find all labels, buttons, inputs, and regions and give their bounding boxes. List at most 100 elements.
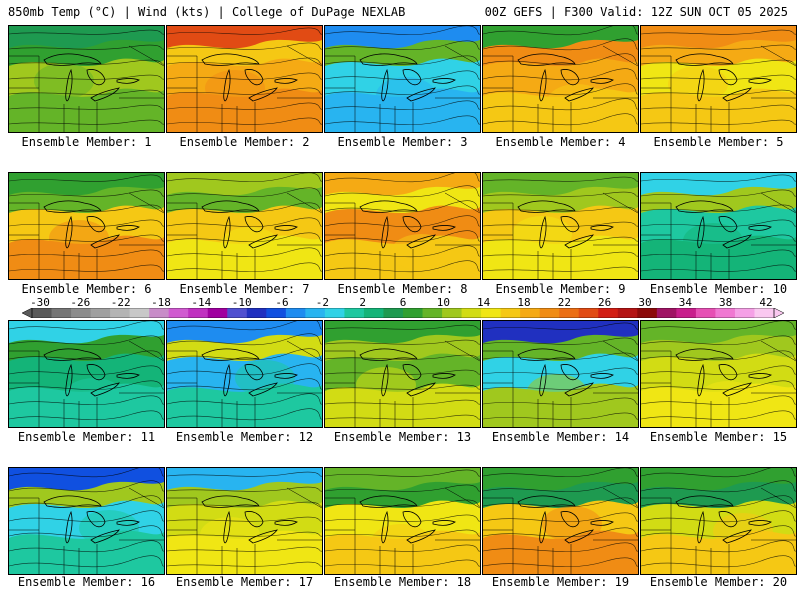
temperature-map [9,468,164,574]
colorbar-max-arrow [773,308,784,318]
colorbar-swatch [363,308,384,318]
colorbar-swatch [715,308,736,318]
map-panel [482,172,639,280]
height-contour [641,510,796,523]
height-contour [641,321,796,330]
height-contour [325,55,480,65]
height-contour [641,540,796,553]
great-lakes-outline [43,200,140,249]
temperature-map [483,468,638,574]
temperature-colorbar [22,308,784,318]
temperature-band [167,383,322,427]
colorbar-swatch [285,308,306,318]
colorbar-swatch [246,308,267,318]
colorbar-tick-label: -6 [275,296,289,309]
map-panel [640,25,797,133]
height-contour [483,98,638,111]
map-panel [8,172,165,280]
temperature-map [167,468,322,574]
member-label: Ensemble Member: 18 [333,575,472,589]
colorbar-swatch [520,308,541,318]
colorbar-swatch [207,308,228,318]
height-contour [483,468,638,477]
height-contour [167,247,322,257]
map-panel [166,320,323,428]
colorbar-swatch [598,308,619,318]
height-contour [483,337,638,345]
member-label: Ensemble Member: 12 [175,430,314,444]
temperature-map [167,321,322,427]
member-label: Ensemble Member: 9 [495,282,626,296]
colorbar-tick-label: 6 [399,296,407,309]
colorbar-swatch [442,308,463,318]
height-contour [641,468,796,478]
temperature-map [325,321,480,427]
temperature-map [325,173,480,279]
colorbar-swatch [51,308,72,318]
temperature-map [483,173,638,279]
member-label: Ensemble Member: 8 [337,282,468,296]
colorbar-swatch [461,308,482,318]
height-contour [325,469,480,477]
colorbar-swatch [266,308,287,318]
colorbar-swatch [149,308,170,318]
temperature-band [376,77,436,113]
temperature-band [200,517,260,553]
state-borders [325,45,480,132]
height-contour [641,335,796,345]
great-lakes-outline [359,53,456,102]
great-lakes-outline [517,53,614,102]
colorbar-tick-label: 42 [759,296,773,309]
height-contour [167,262,322,272]
temperature-map [483,321,638,427]
temperature-band [235,360,295,396]
height-contour [641,44,796,50]
height-contour [167,202,322,212]
colorbar-swatch [481,308,502,318]
colorbar-tick-label: 34 [678,296,692,309]
colorbar-swatch [168,308,189,318]
height-contour [9,410,164,420]
height-contour [9,495,164,508]
height-contour [483,26,638,36]
temperature-band [220,227,280,263]
height-contour [9,189,164,197]
state-borders [9,45,164,132]
height-contour [9,468,164,478]
temperature-map [641,468,796,574]
temperature-band [9,235,164,279]
height-contour [9,480,164,493]
colorbar-tick-label: -22 [110,296,131,309]
height-contour [9,510,164,523]
height-contour [641,174,796,182]
colorbar-tick-label: 38 [719,296,733,309]
state-borders [641,192,796,279]
height-contour [167,187,322,197]
colorbar-swatch [403,308,424,318]
height-contour [641,350,796,360]
height-contour [483,482,638,492]
height-contour [167,27,322,35]
map-panel [640,467,797,575]
height-contour [325,324,480,330]
height-contour [325,70,480,80]
great-lakes-outline [675,348,772,397]
height-contour [9,174,164,182]
height-contour [325,260,480,273]
height-contour [325,115,480,125]
height-contour [325,185,480,198]
state-borders [325,340,480,427]
height-contour [167,363,322,376]
state-borders [167,487,322,574]
height-contour [483,68,638,81]
height-contour [9,525,164,538]
height-contour [641,525,796,538]
chart-title: 850mb Temp (°C) | Wind (kts) | College o… [8,5,406,19]
state-borders [483,45,638,132]
state-borders [483,340,638,427]
map-panel [324,172,481,280]
height-contour [641,395,796,405]
great-lakes-outline [43,53,140,102]
colorbar-swatch [422,308,443,318]
state-borders [483,192,638,279]
